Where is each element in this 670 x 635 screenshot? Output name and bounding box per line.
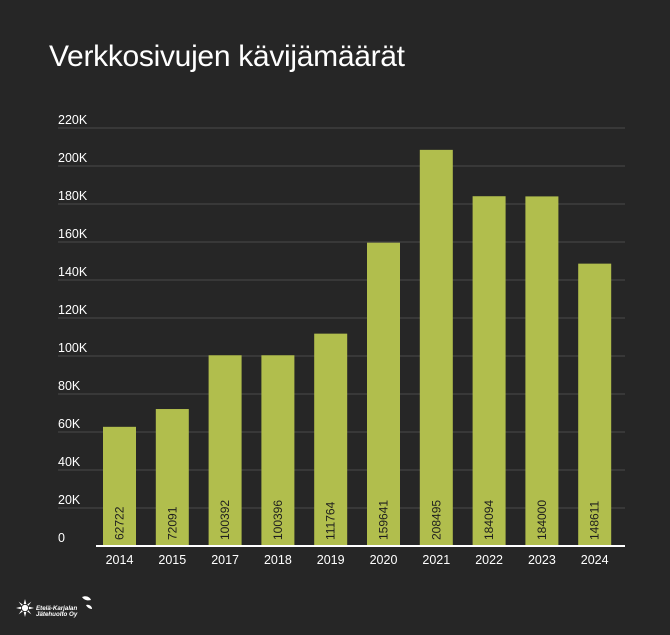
- y-tick-label: 120K: [58, 303, 88, 317]
- y-tick-label: 0: [58, 531, 65, 545]
- x-axis-tick-labels: 2014 2015 2017 2018 2019 2020 2021 2022 2023 2024: [106, 553, 609, 567]
- bar-2024: [578, 263, 612, 546]
- sun-icon: [16, 599, 34, 617]
- y-tick-label: 60K: [58, 417, 81, 431]
- logo-text-line1: Etelä-Karjalan: [36, 605, 77, 612]
- y-tick-label: 220K: [58, 113, 88, 127]
- bar-value-label: 62722: [113, 506, 127, 540]
- y-tick-label: 140K: [58, 265, 88, 279]
- bar-value-label: 111764: [324, 501, 338, 540]
- x-tick-label: 2022: [475, 553, 503, 567]
- y-tick-label: 200K: [58, 151, 88, 165]
- y-tick-label: 180K: [58, 189, 88, 203]
- bar-2014: [103, 426, 136, 546]
- bar-value-label: 100396: [271, 500, 285, 540]
- x-tick-label: 2020: [370, 553, 398, 567]
- bar-value-label: 184000: [535, 500, 549, 540]
- bar-value-label: 100392: [218, 500, 232, 540]
- leaf-icon: [82, 596, 92, 609]
- bar-2015: [155, 409, 189, 546]
- x-tick-label: 2015: [158, 553, 186, 567]
- y-tick-label: 80K: [58, 379, 81, 393]
- bars: [103, 149, 612, 546]
- x-tick-label: 2018: [264, 553, 292, 567]
- y-tick-label: 40K: [58, 455, 81, 469]
- bar-2020: [367, 242, 400, 546]
- y-tick-label: 20K: [58, 493, 81, 507]
- y-axis-tick-labels: 0 20K 40K 60K 80K 100K 120K 140K 160K 180K 200K 220…: [58, 113, 88, 545]
- bar-2021: [419, 149, 453, 546]
- x-tick-label: 2017: [211, 553, 239, 567]
- bar-value-labels: 62722 72091 100392 100396 111764 159641 208495…: [113, 500, 602, 540]
- bar-value-label: 148611: [588, 501, 602, 540]
- logo-text-line2: Jätehuolto Oy: [36, 611, 78, 618]
- x-tick-label: 2019: [317, 553, 345, 567]
- bar-value-label: 72091: [165, 506, 179, 540]
- y-tick-label: 100K: [58, 341, 88, 355]
- bar-2017: [208, 355, 242, 546]
- bar-2019: [314, 333, 348, 546]
- bar-value-label: 184094: [482, 500, 496, 540]
- bar-2018: [261, 355, 295, 546]
- bar-value-label: 208495: [429, 500, 443, 540]
- y-tick-label: 160K: [58, 227, 88, 241]
- x-tick-label: 2021: [422, 553, 450, 567]
- bar-value-label: 159641: [377, 500, 391, 540]
- chart-title: Verkkosivujen kävijämäärät: [49, 40, 405, 73]
- x-tick-label: 2024: [581, 553, 609, 567]
- x-tick-label: 2014: [106, 553, 134, 567]
- bar-2023: [525, 196, 559, 546]
- company-logo: Etelä-Karjalan Jätehuolto Oy: [16, 596, 92, 618]
- bar-2022: [472, 196, 506, 546]
- x-tick-label: 2023: [528, 553, 556, 567]
